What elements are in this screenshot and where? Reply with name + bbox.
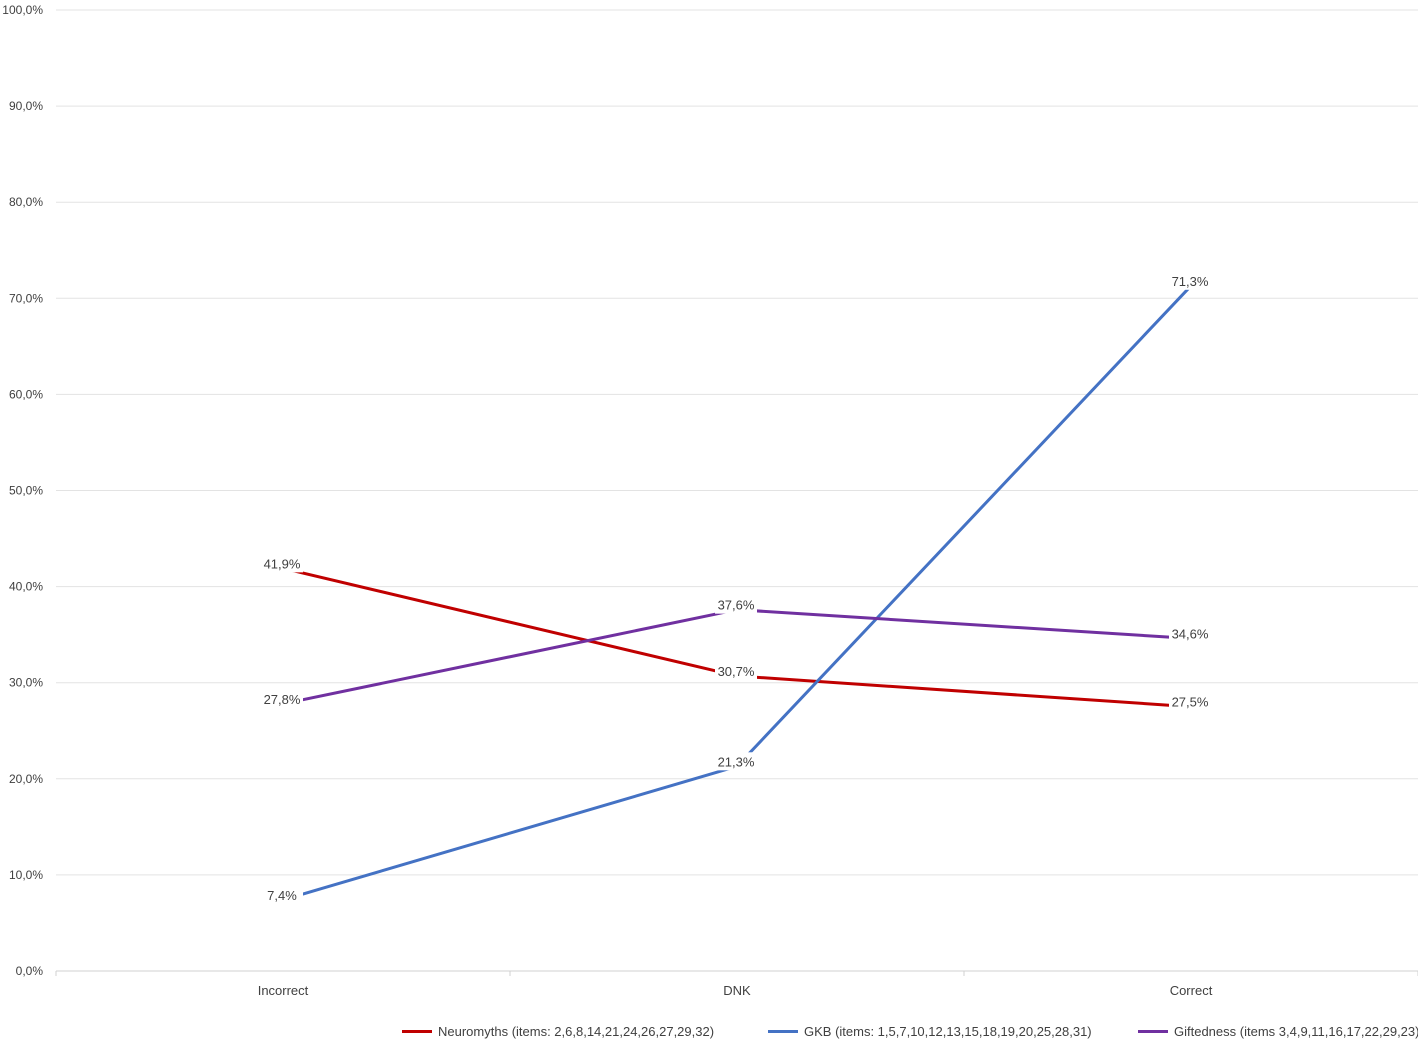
data-label: 34,6% xyxy=(1172,626,1209,641)
data-label-background xyxy=(1169,271,1211,290)
legend: Neuromyths (items: 2,6,8,14,21,24,26,27,… xyxy=(0,1016,1418,1046)
x-tick-label: DNK xyxy=(723,983,751,998)
data-label-background xyxy=(261,885,303,904)
y-tick-label: 50,0% xyxy=(9,484,43,498)
data-label-background xyxy=(715,595,757,614)
data-labels: 41,9% 30,7% 27,5% 7,4% 21,3% 71,3% 27,8% 37,6% 3… xyxy=(261,271,1211,904)
x-tick-label: Correct xyxy=(1170,983,1213,998)
y-axis: 0,0% 10,0% 20,0% 30,0% 40,0% 50,0% 60,0% 70,0% 8… xyxy=(2,3,43,978)
y-tick-label: 30,0% xyxy=(9,676,43,690)
x-tick-label: Incorrect xyxy=(258,983,309,998)
data-label-background xyxy=(261,689,303,708)
y-tick-label: 0,0% xyxy=(16,964,44,978)
data-label-background xyxy=(261,554,303,573)
gridlines xyxy=(56,9,1418,972)
legend-swatch xyxy=(1138,1030,1168,1033)
data-label: 7,4% xyxy=(267,888,297,903)
data-label: 21,3% xyxy=(718,754,755,769)
y-tick-label: 100,0% xyxy=(2,3,43,17)
legend-item: Giftedness (items 3,4,9,11,16,17,22,29,2… xyxy=(1138,1024,1418,1039)
legend-label: GKB (items: 1,5,7,10,12,13,15,18,19,20,2… xyxy=(804,1024,1092,1039)
series-line xyxy=(282,608,1192,706)
series-line xyxy=(282,284,1193,902)
y-tick-label: 10,0% xyxy=(9,868,43,882)
data-label-background xyxy=(1169,692,1211,711)
x-axis: Incorrect DNK Correct xyxy=(55,971,1418,998)
legend-item: GKB (items: 1,5,7,10,12,13,15,18,19,20,2… xyxy=(768,1024,1092,1039)
y-tick-label: 80,0% xyxy=(9,195,43,209)
data-label: 71,3% xyxy=(1172,274,1209,289)
data-label-background xyxy=(715,661,757,680)
legend-swatch xyxy=(402,1030,432,1033)
data-label: 41,9% xyxy=(264,556,301,571)
series-line xyxy=(282,566,1192,709)
series-lines xyxy=(282,284,1193,902)
y-tick-label: 40,0% xyxy=(9,580,43,594)
y-tick-label: 90,0% xyxy=(9,99,43,113)
data-label: 30,7% xyxy=(718,664,755,679)
data-label-background xyxy=(1169,624,1211,643)
y-tick-label: 60,0% xyxy=(9,387,43,401)
y-tick-label: 70,0% xyxy=(9,291,43,305)
data-label-background xyxy=(715,752,757,771)
data-label: 27,5% xyxy=(1172,695,1209,710)
legend-swatch xyxy=(768,1030,798,1033)
data-label: 27,8% xyxy=(264,692,301,707)
legend-label: Neuromyths (items: 2,6,8,14,21,24,26,27,… xyxy=(438,1024,715,1039)
line-chart: 0,0% 10,0% 20,0% 30,0% 40,0% 50,0% 60,0% 70,0% 8… xyxy=(2,3,1418,998)
legend-item: Neuromyths (items: 2,6,8,14,21,24,26,27,… xyxy=(402,1024,714,1039)
y-tick-label: 20,0% xyxy=(9,772,43,786)
data-label: 37,6% xyxy=(718,598,755,613)
legend-label: Giftedness (items 3,4,9,11,16,17,22,29,2… xyxy=(1174,1024,1418,1039)
